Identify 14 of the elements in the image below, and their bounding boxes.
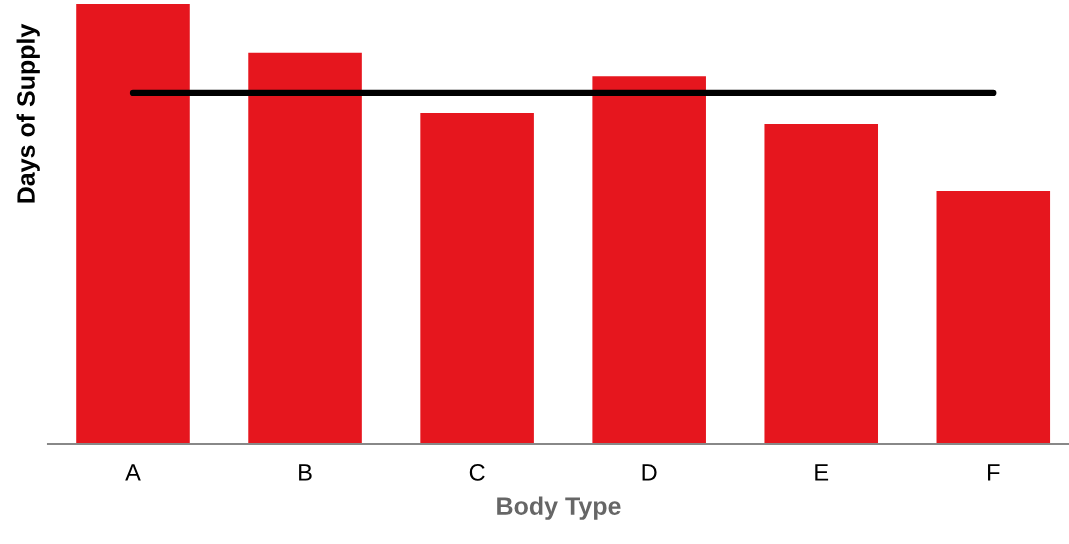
- x-axis-title: Body Type: [497, 496, 621, 520]
- bar: [248, 52, 362, 444]
- bar: [592, 76, 706, 444]
- x-tick-label: D: [642, 464, 657, 481]
- bar: [764, 124, 879, 444]
- bar: [76, 4, 190, 444]
- x-tick-label: A: [125, 464, 141, 481]
- x-tick-label: F: [988, 464, 1000, 481]
- x-tick-label: C: [469, 464, 485, 481]
- bar: [936, 191, 1051, 444]
- bar: [420, 113, 534, 444]
- x-tick-label: E: [815, 464, 829, 481]
- x-tick-label: B: [299, 464, 312, 481]
- y-axis-title: Days of Supply: [16, 23, 40, 203]
